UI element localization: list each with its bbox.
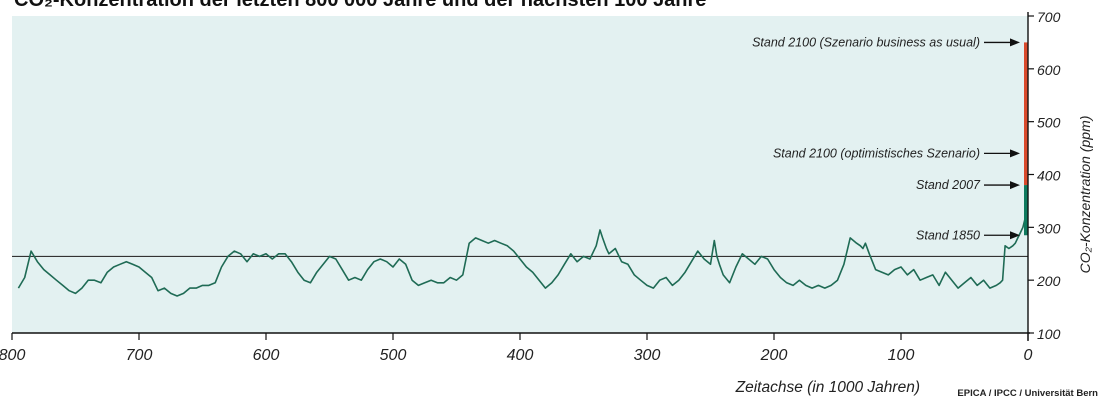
series-line-1 (17, 185, 1028, 297)
annotation-arrow-head (1010, 231, 1020, 240)
source-credit: EPICA / IPCC / Universität Bern (957, 388, 1098, 399)
plot-background (12, 16, 1028, 333)
y-axis-title: CO₂-Konzentration (ppm) (1077, 116, 1093, 274)
y-tick-label: 700 (1037, 9, 1061, 25)
x-tick-label: 0 (1024, 347, 1033, 364)
x-tick-label: 800 (0, 347, 25, 364)
y-tick-label: 300 (1037, 220, 1061, 236)
x-tick-label: 100 (888, 347, 915, 364)
x-tick-label: 400 (507, 347, 534, 364)
chart-title: CO₂-Konzentration der letzten 800 000 Ja… (14, 0, 706, 11)
x-tick-label: 700 (126, 347, 153, 364)
projection-bar-1 (1024, 185, 1028, 236)
projection-bar-2 (1024, 42, 1028, 186)
annotation-4: Stand 1850 (916, 228, 1020, 242)
annotation-arrow-head (1010, 149, 1020, 158)
annotation-label: Stand 2100 (Szenario business as usual) (752, 35, 980, 49)
annotation-label: Stand 1850 (916, 228, 980, 242)
y-tick-label: 200 (1036, 273, 1061, 289)
annotation-label: Stand 2007 (916, 178, 981, 192)
x-tick-label: 600 (253, 347, 280, 364)
annotation-1: Stand 2100 (Szenario business as usual) (752, 35, 1020, 49)
x-tick-label: 200 (760, 347, 788, 364)
annotation-label: Stand 2100 (optimistisches Szenario) (773, 146, 980, 160)
x-tick-label: 300 (634, 347, 661, 364)
y-tick-label: 600 (1037, 62, 1061, 78)
y-tick-label: 100 (1037, 326, 1061, 342)
y-tick-label: 400 (1037, 168, 1061, 184)
x-axis-title: Zeitachse (in 1000 Jahren) (735, 379, 920, 396)
annotation-3: Stand 2007 (916, 178, 1020, 192)
annotation-2: Stand 2100 (optimistisches Szenario) (773, 146, 1020, 160)
x-tick-label: 500 (380, 347, 407, 364)
annotation-arrow-head (1010, 181, 1020, 190)
annotation-arrow-head (1010, 38, 1020, 47)
y-tick-label: 500 (1037, 115, 1061, 131)
